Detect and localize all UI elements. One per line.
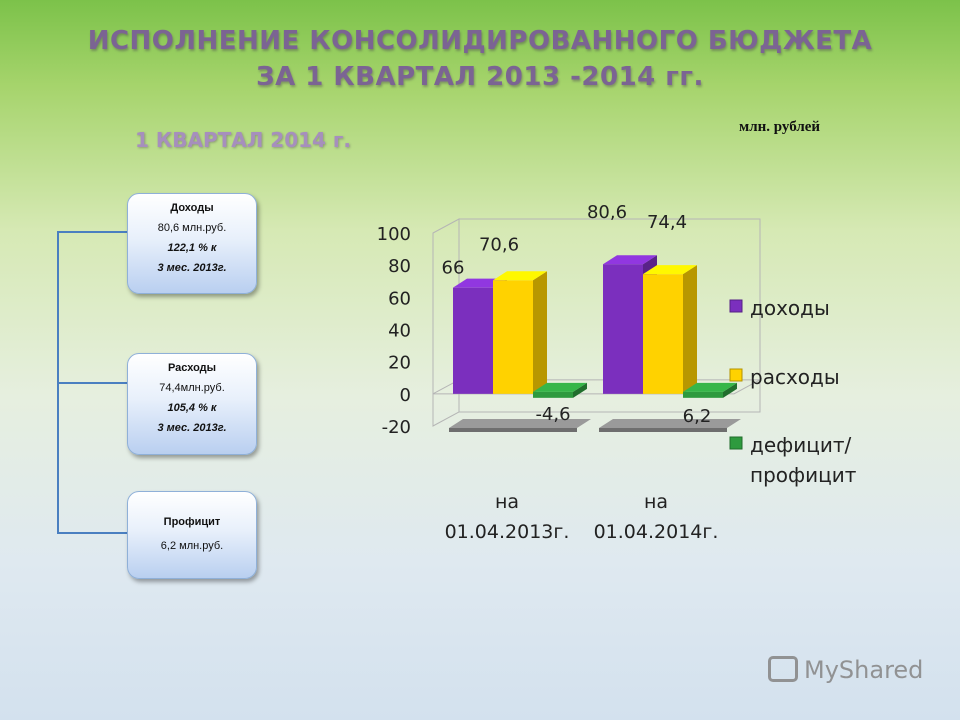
income-amount: 80,6 млн.руб. <box>157 222 227 234</box>
bar-top <box>683 382 737 392</box>
expense-title: Расходы <box>167 362 217 374</box>
bracket-arm-income <box>57 231 128 233</box>
y-tick-label: 80 <box>388 256 411 277</box>
bar-front <box>683 391 723 398</box>
presentation-icon <box>768 656 798 682</box>
period-subtitle: 1 КВАРТАЛ 2014 г. <box>135 128 351 152</box>
expense-summary-box: Расходы 74,4млн.руб. 105,4 % к 3 мес. 20… <box>127 353 257 455</box>
bar-top <box>493 271 547 281</box>
expense-percent: 105,4 % к <box>167 402 217 414</box>
bar-front <box>533 391 573 398</box>
bracket-arm-expense <box>57 382 128 384</box>
page-title-line1: ИСПОЛНЕНИЕ КОНСОЛИДИРОВАННОГО БЮДЖЕТА <box>87 26 873 56</box>
bar-front <box>493 280 533 394</box>
y-tick-label: 20 <box>388 353 411 374</box>
chart-bars <box>449 255 741 432</box>
data-label: 70,6 <box>479 234 519 255</box>
surplus-title: Профицит <box>163 516 221 528</box>
side-wall <box>432 218 460 427</box>
category-label: 01.04.2014г. <box>594 521 719 543</box>
category-base-top <box>599 419 741 428</box>
units-label: млн. рублей <box>739 119 821 135</box>
legend-label: доходы <box>750 296 830 320</box>
category-labels: на 01.04.2013г. на 01.04.2014г. <box>445 491 719 543</box>
category-base-front <box>449 428 577 432</box>
bracket-arm-surplus <box>57 532 128 534</box>
watermark: MyShared <box>768 656 923 684</box>
income-summary-box: Доходы 80,6 млн.руб. 122,1 % к 3 мес. 20… <box>127 193 257 294</box>
data-label: 6,2 <box>683 406 712 427</box>
income-period: 3 мес. 2013г. <box>157 262 227 274</box>
legend-label: расходы <box>750 365 840 389</box>
legend-label: дефицит/ <box>750 433 851 457</box>
legend-label: профицит <box>750 463 857 487</box>
y-tick-label: -20 <box>382 417 411 438</box>
bar-top <box>643 265 697 275</box>
data-label: 74,4 <box>647 212 687 233</box>
data-label: -4,6 <box>535 404 570 425</box>
bar-front <box>643 274 683 394</box>
surplus-summary-box: Профицит 6,2 млн.руб. <box>127 491 257 579</box>
legend-swatch <box>729 436 743 450</box>
y-tick-label: 60 <box>388 288 411 309</box>
bar-top <box>603 255 657 265</box>
y-tick-label: 0 <box>400 385 411 406</box>
chart-legend: доходы расходы дефицит/профицит <box>729 296 857 487</box>
category-label: на <box>495 491 519 513</box>
surplus-amount: 6,2 млн.руб. <box>160 540 224 552</box>
expense-amount: 74,4млн.руб. <box>159 382 225 394</box>
income-percent: 122,1 % к <box>167 242 217 254</box>
y-tick-label: 100 <box>377 224 411 245</box>
data-label: 80,6 <box>587 202 627 223</box>
watermark-text: MyShared <box>804 656 924 684</box>
category-base-top <box>449 419 591 428</box>
income-title: Доходы <box>170 202 214 214</box>
legend-swatch <box>729 368 743 382</box>
bar-top <box>533 382 587 392</box>
bar-front <box>603 264 643 394</box>
legend-swatch <box>729 299 743 313</box>
category-label: 01.04.2013г. <box>445 521 570 543</box>
category-label: на <box>644 491 668 513</box>
y-axis-ticks: -20 0 20 40 60 80 100 <box>377 224 411 438</box>
data-label: 66 <box>442 258 465 279</box>
bar-side <box>683 265 697 394</box>
page-title-line2: ЗА 1 КВАРТАЛ 2013 -2014 гг. <box>256 62 704 92</box>
category-base-front <box>599 428 727 432</box>
y-tick-label: 40 <box>388 321 411 342</box>
bar-side <box>573 382 587 398</box>
bar-side <box>723 382 737 398</box>
expense-period: 3 мес. 2013г. <box>157 422 227 434</box>
bar-side <box>533 271 547 394</box>
data-labels: 66 70,6 -4,6 80,6 74,4 6,2 <box>442 202 712 427</box>
bar-front <box>453 287 493 394</box>
zero-plane <box>432 379 761 395</box>
